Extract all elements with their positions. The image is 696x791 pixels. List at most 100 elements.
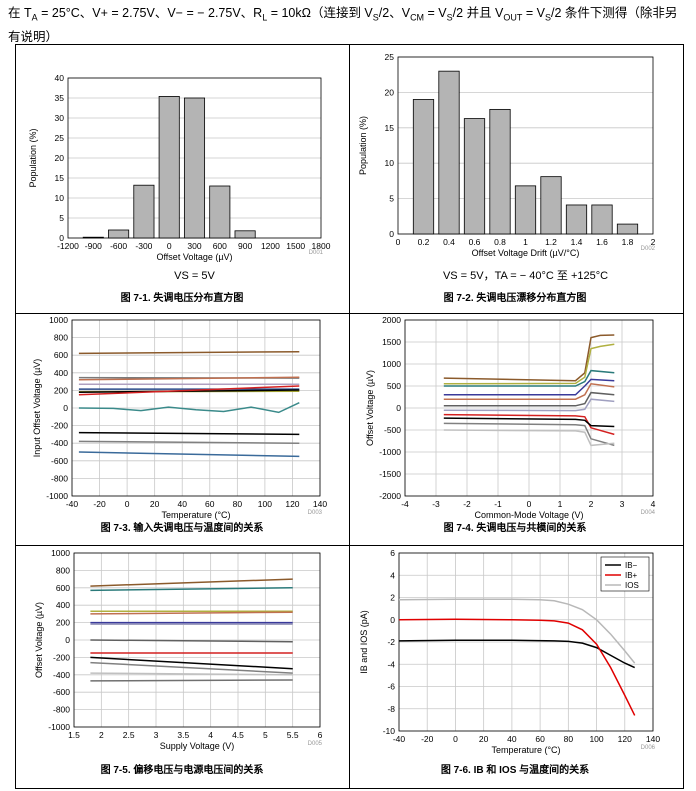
- y-tick-label: 20: [55, 153, 65, 163]
- x-tick-label: 20: [150, 499, 160, 509]
- series-line: [398, 639, 636, 669]
- histogram-bar: [438, 70, 460, 235]
- plot-frame: [404, 319, 654, 497]
- header-sub: S: [446, 12, 453, 23]
- y-tick-label: 0: [390, 615, 395, 625]
- x-tick-label: 0.4: [443, 237, 455, 247]
- plot-frame: [73, 552, 321, 728]
- series-line: [90, 656, 293, 670]
- x-tick-label: 40: [177, 499, 187, 509]
- figure-id: D004: [641, 510, 656, 516]
- x-tick-label: 1200: [261, 241, 280, 251]
- x-tick-label: -900: [85, 241, 102, 251]
- x-tick-label: 40: [507, 734, 517, 744]
- x-tick-label: -4: [401, 499, 409, 509]
- figure-id: D001: [309, 250, 324, 256]
- x-axis-label: Offset Voltage (µV): [156, 252, 232, 262]
- x-tick-label: 1.6: [596, 237, 608, 247]
- y-tick-label: 40: [55, 73, 65, 83]
- y-tick-label: -800: [51, 473, 68, 483]
- x-tick-label: 0.2: [418, 237, 430, 247]
- x-tick-label: 1: [558, 499, 563, 509]
- y-tick-label: 5: [389, 194, 394, 204]
- histogram-bar: [234, 230, 256, 239]
- x-tick-label: 0: [396, 237, 401, 247]
- x-tick-label: 100: [589, 734, 603, 744]
- y-axis-label: Population (%): [28, 128, 38, 187]
- histogram-bar: [616, 223, 639, 235]
- x-tick-label: 1800: [312, 241, 331, 251]
- y-tick-label: 25: [55, 133, 65, 143]
- y-tick-label: 35: [55, 93, 65, 103]
- histogram-bar: [209, 185, 231, 239]
- y-tick-label: -4: [387, 659, 395, 669]
- figure-id: D003: [308, 510, 323, 516]
- x-axis-label: Supply Voltage (V): [160, 741, 235, 751]
- condition-label: VS = 5V，TA = − 40°C 至 +125°C: [443, 270, 608, 282]
- y-tick-label: -800: [53, 705, 70, 715]
- x-tick-label: 2: [99, 730, 104, 740]
- x-tick-label: 100: [258, 499, 272, 509]
- y-tick-label: 0: [63, 403, 68, 413]
- y-tick-label: -1000: [46, 491, 68, 501]
- x-tick-label: 1: [523, 237, 528, 247]
- chart-panel-5: -1000 -800 -600 -400 -200 0 200 400 600 800 1000 1.…: [34, 548, 323, 776]
- plot-frame: [398, 552, 654, 732]
- y-tick-label: 10: [55, 193, 65, 203]
- histogram-bar: [540, 176, 562, 235]
- histogram-bar: [565, 204, 588, 235]
- x-tick-label: 6: [318, 730, 323, 740]
- x-tick-label: 1.5: [68, 730, 80, 740]
- y-tick-label: 1000: [51, 548, 70, 558]
- x-tick-label: 60: [535, 734, 545, 744]
- x-tick-label: 900: [238, 241, 252, 251]
- y-axis-label: Offset Voltage (µV): [34, 602, 44, 678]
- y-tick-label: -600: [51, 456, 68, 466]
- header-part: /2、V: [378, 6, 411, 20]
- figure-caption: 图 7-2. 失调电压漂移分布直方图: [444, 291, 587, 304]
- header-part: = V: [522, 6, 545, 20]
- x-tick-label: -1200: [57, 241, 79, 251]
- y-tick-label: 200: [56, 618, 70, 628]
- series-line: [443, 413, 615, 436]
- y-tick-label: -500: [384, 425, 401, 435]
- y-tick-label: 400: [54, 368, 68, 378]
- series-line: [443, 378, 615, 396]
- series-line: [78, 350, 300, 355]
- x-tick-label: 1500: [286, 241, 305, 251]
- figure-caption: 图 7-6. IB 和 IOS 与温度间的关系: [441, 763, 589, 776]
- y-tick-label: 0: [396, 403, 401, 413]
- x-tick-label: 600: [213, 241, 227, 251]
- figure-caption: 图 7-5. 偏移电压与电源电压间的关系: [101, 763, 264, 776]
- x-tick-label: -600: [110, 241, 127, 251]
- header-sub: OUT: [503, 12, 523, 23]
- histogram-bar: [82, 236, 104, 239]
- x-axis-label: Offset Voltage Drift (µV/°C): [472, 248, 580, 258]
- condition-label: VS = 5V: [174, 270, 215, 282]
- y-tick-label: -6: [387, 682, 395, 692]
- series-line: [78, 451, 300, 458]
- x-tick-label: 120: [618, 734, 632, 744]
- x-tick-label: 80: [233, 499, 243, 509]
- x-tick-label: -1: [494, 499, 502, 509]
- header-sub: A: [31, 12, 38, 23]
- y-tick-label: 1000: [49, 315, 68, 325]
- figure-grid: [15, 44, 684, 789]
- series-line: [78, 376, 300, 381]
- x-tick-label: 3: [154, 730, 159, 740]
- y-tick-label: 200: [54, 385, 68, 395]
- series-line: [90, 578, 293, 587]
- y-tick-label: 20: [385, 87, 395, 97]
- figure-id: D006: [641, 745, 656, 751]
- y-tick-label: -1000: [48, 722, 70, 732]
- series-line: [443, 334, 615, 382]
- y-tick-label: 1500: [382, 337, 401, 347]
- header-sub: L: [262, 12, 268, 23]
- figure-caption: 图 7-4. 失调电压与共模间的关系: [444, 521, 587, 534]
- y-tick-label: 15: [385, 123, 395, 133]
- y-axis-label: Input Offset Voltage (µV): [32, 359, 42, 458]
- y-tick-label: -600: [53, 687, 70, 697]
- y-tick-label: 800: [56, 565, 70, 575]
- histogram-bar: [514, 185, 537, 235]
- y-tick-label: 5: [59, 213, 64, 223]
